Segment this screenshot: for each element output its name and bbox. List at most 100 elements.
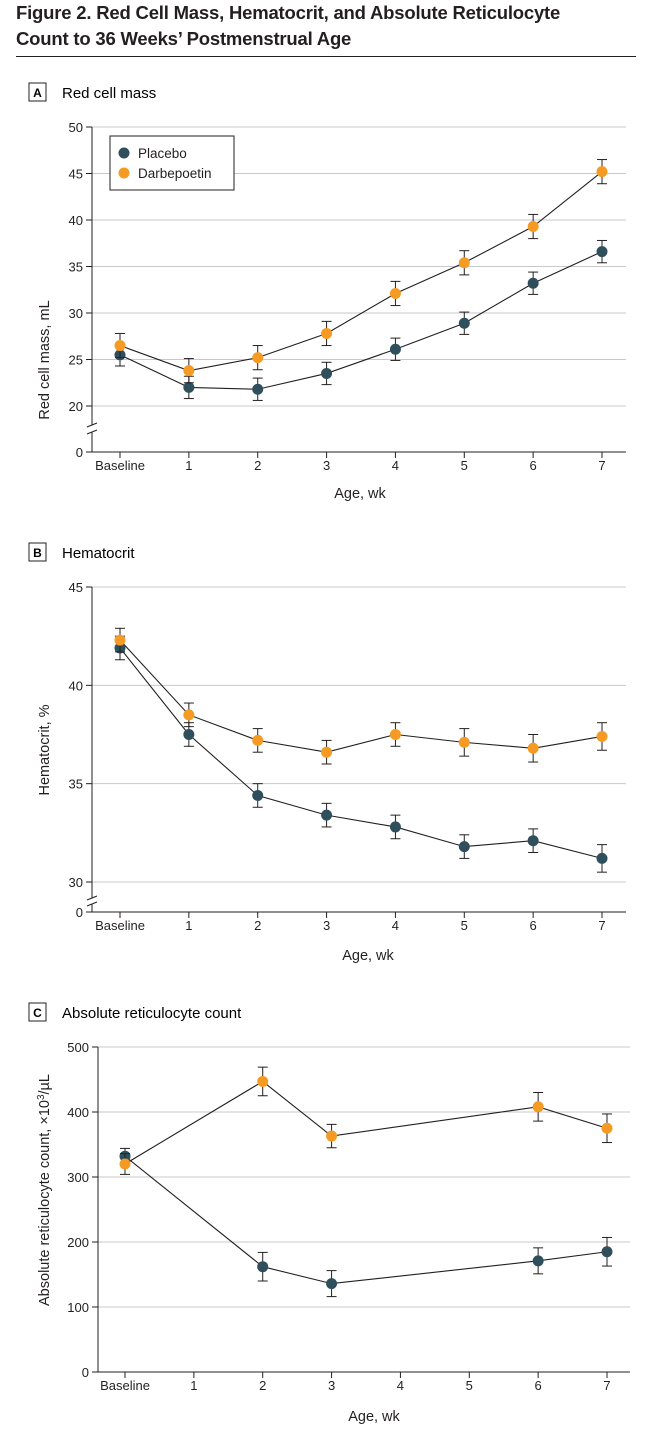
x-tick-label: 4: [392, 458, 399, 473]
x-tick-label: 6: [535, 1378, 542, 1393]
y-tick-label: 45: [69, 167, 83, 182]
x-tick-label: 2: [254, 918, 261, 933]
figure-title-line-2: Count to 36 Weeks’ Postmenstrual Age: [16, 28, 352, 49]
panel-c-y-axis-title-unit: /µL: [37, 1074, 53, 1094]
panel-a-letter: A: [33, 86, 42, 100]
data-point-placebo: [601, 1246, 613, 1258]
legend-darbepoetin-label: Darbepoetin: [138, 166, 212, 181]
panel-c-label-box: [28, 1002, 47, 1022]
y-tick-label: 200: [67, 1235, 89, 1250]
panel-a-y-axis-title: Red cell mass, mL: [37, 300, 53, 419]
data-point-darbepoetin: [389, 287, 401, 299]
data-point-placebo: [252, 789, 264, 801]
x-tick-label: 3: [323, 458, 330, 473]
chart-legend: Placebo Darbepoetin: [109, 135, 235, 191]
data-point-darbepoetin: [458, 736, 470, 748]
y-tick-label: 0: [82, 1365, 89, 1380]
data-point-darbepoetin: [601, 1122, 613, 1134]
data-point-placebo: [326, 1278, 338, 1290]
x-tick-label: 7: [603, 1378, 610, 1393]
series-line-placebo: [119, 647, 603, 859]
data-point-darbepoetin: [252, 734, 264, 746]
data-point-placebo: [321, 367, 333, 379]
y-tick-label: 50: [69, 120, 83, 135]
data-point-placebo: [527, 277, 539, 289]
data-point-darbepoetin: [252, 352, 264, 364]
x-tick-label: 4: [392, 918, 399, 933]
series-line-placebo: [119, 251, 603, 390]
panel-c-title: Absolute reticulocyte count: [62, 1005, 242, 1022]
data-point-darbepoetin: [114, 340, 126, 352]
data-point-darbepoetin: [326, 1130, 338, 1142]
figure-title: Figure 2. Red Cell Mass, Hematocrit, and…: [16, 0, 636, 52]
panel-b-label-box: [28, 542, 47, 562]
data-point-darbepoetin: [389, 729, 401, 740]
y-tick-label: 20: [69, 399, 83, 414]
y-tick-label: 100: [67, 1300, 89, 1315]
data-point-darbepoetin: [114, 634, 126, 646]
axis-break-mark: [86, 895, 98, 901]
figure-title-line-1: Figure 2. Red Cell Mass, Hematocrit, and…: [16, 2, 561, 23]
data-point-placebo: [252, 383, 264, 395]
data-point-placebo: [596, 852, 608, 864]
panel-c-x-axis-title: Age, wk: [348, 1409, 400, 1425]
data-point-placebo: [389, 821, 401, 833]
data-point-placebo: [596, 246, 608, 258]
data-point-placebo: [458, 841, 470, 853]
data-point-placebo: [389, 343, 401, 355]
y-tick-label: 35: [69, 777, 83, 792]
data-point-darbepoetin: [527, 221, 539, 233]
data-point-placebo: [183, 381, 195, 393]
y-tick-label: 400: [67, 1105, 89, 1120]
y-tick-label: 30: [69, 306, 83, 321]
y-tick-label: 25: [69, 353, 83, 368]
y-tick-label: 40: [69, 213, 83, 228]
panel-b-title: Hematocrit: [62, 545, 135, 562]
series-line-darbepoetin: [124, 1080, 608, 1165]
legend-darbepoetin-marker: [118, 167, 130, 179]
panel-c-reticulocyte-chart: C Absolute reticulocyte count 0 100 200 300…: [28, 1002, 630, 1425]
panel-b-x-axis-title: Age, wk: [342, 948, 394, 964]
x-tick-label: Baseline: [95, 458, 145, 473]
panel-c-y-axis-title-main: Absolute reticulocyte count, ×10: [37, 1100, 53, 1306]
x-tick-label: Baseline: [100, 1378, 150, 1393]
panel-a-label-box: [28, 82, 47, 102]
data-point-placebo: [458, 317, 470, 329]
panel-c-y-axis-title-superscript: 3: [36, 1094, 47, 1100]
x-tick-label: 3: [323, 918, 330, 933]
axis-break-mark: [86, 429, 98, 435]
panel-c-letter: C: [33, 1006, 42, 1020]
data-point-placebo: [532, 1255, 544, 1267]
legend-box: [109, 135, 235, 191]
x-tick-label: 5: [461, 918, 468, 933]
y-tick-label: 45: [69, 580, 83, 595]
data-point-darbepoetin: [458, 257, 470, 269]
y-tick-label: 500: [67, 1040, 89, 1055]
y-tick-label: 0: [76, 445, 83, 460]
x-tick-label: 6: [530, 918, 537, 933]
data-point-placebo: [257, 1261, 269, 1273]
panel-c-y-axis-title: Absolute reticulocyte count, ×103/µL: [36, 1074, 53, 1306]
x-tick-label: 2: [259, 1378, 266, 1393]
data-point-placebo: [321, 809, 333, 821]
y-tick-label: 0: [76, 905, 83, 920]
data-point-darbepoetin: [527, 742, 539, 754]
data-point-placebo: [183, 729, 195, 740]
x-tick-label: 3: [328, 1378, 335, 1393]
data-point-darbepoetin: [183, 709, 195, 721]
x-tick-label: 1: [185, 458, 192, 473]
panel-a-x-axis-title: Age, wk: [334, 486, 386, 502]
legend-placebo-marker: [118, 147, 130, 159]
legend-placebo-label: Placebo: [138, 146, 187, 161]
x-tick-label: 7: [598, 918, 605, 933]
series-line-darbepoetin: [119, 171, 603, 372]
data-point-darbepoetin: [532, 1101, 544, 1113]
x-tick-label: 1: [190, 1378, 197, 1393]
panel-b-y-axis-title: Hematocrit, %: [37, 704, 53, 795]
data-point-darbepoetin: [119, 1158, 131, 1170]
y-tick-label: 35: [69, 260, 83, 275]
y-tick-label: 40: [69, 678, 83, 693]
axis-break-mark: [86, 901, 98, 907]
x-tick-label: 7: [598, 458, 605, 473]
